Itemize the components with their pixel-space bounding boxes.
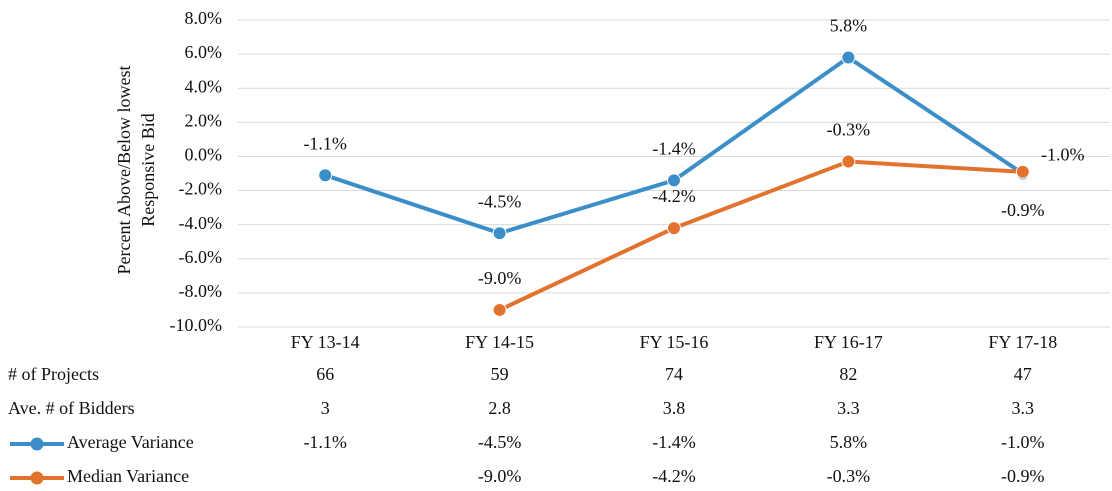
y-tick-label: 6.0% [185, 42, 223, 62]
x-tick-label: FY 17-18 [988, 332, 1057, 352]
table-cell: 59 [491, 364, 509, 384]
data-label: -1.1% [303, 133, 347, 153]
table-cell: 66 [316, 364, 334, 384]
series-line [498, 159, 1023, 312]
table-cell: -1.4% [652, 432, 696, 452]
table-cell: 3 [321, 398, 330, 418]
table-cell: -0.3% [827, 466, 871, 486]
y-tick-label: -4.0% [179, 213, 223, 233]
x-tick-label: FY 13-14 [291, 332, 360, 352]
point [841, 50, 856, 65]
y-tick-label: 2.0% [185, 110, 223, 130]
y-tick-label: -6.0% [179, 247, 223, 267]
table-cell: 74 [665, 364, 683, 384]
point [667, 221, 681, 236]
y-tick-label: -10.0% [170, 315, 223, 335]
y-tick-label: -8.0% [179, 281, 223, 301]
point [841, 154, 856, 169]
table-cell: 3.3 [1012, 398, 1035, 418]
point [1015, 164, 1030, 179]
point [318, 168, 333, 183]
table-cell: -1.0% [1001, 432, 1045, 452]
table-cell: -1.1% [303, 432, 347, 452]
table-cell: 5.8% [830, 432, 868, 452]
data-label: -1.4% [652, 138, 696, 158]
y-tick-label: 4.0% [185, 76, 223, 96]
y-tick-label: -2.0% [179, 179, 223, 199]
data-label: 5.8% [830, 16, 868, 36]
x-tick-label: FY 15-16 [640, 332, 709, 352]
x-tick-label: FY 16-17 [814, 332, 883, 352]
table-cell: -9.0% [478, 466, 522, 486]
data-label: -0.9% [1001, 200, 1045, 220]
x-tick-label: FY 14-15 [465, 332, 534, 352]
legend-label: Median Variance [67, 466, 189, 486]
data-label: -0.3% [827, 120, 871, 140]
point [667, 173, 681, 188]
legend-marker [30, 437, 44, 451]
legend-label: Average Variance [67, 432, 194, 452]
y-tick-label: 8.0% [185, 8, 223, 28]
y-tick-label: 0.0% [185, 145, 223, 165]
table-cell: 3.8 [663, 398, 686, 418]
data-label: -4.5% [478, 191, 522, 211]
data-label: -4.2% [652, 186, 696, 206]
data-label: -1.0% [1041, 145, 1085, 165]
y-axis-label: Percent Above/Below lowest [114, 66, 134, 275]
table-cell: -4.2% [652, 466, 696, 486]
table-row-label: Ave. # of Bidders [8, 398, 135, 418]
point [492, 226, 507, 241]
table-cell: -0.9% [1001, 466, 1045, 486]
point [492, 302, 507, 317]
data-label: -9.0% [478, 268, 522, 288]
table-cell: 3.3 [837, 398, 860, 418]
table-cell: 2.8 [488, 398, 511, 418]
table-cell: 82 [839, 364, 857, 384]
table-cell: -4.5% [478, 432, 522, 452]
legend-marker [30, 471, 44, 485]
table-row-label: # of Projects [8, 364, 99, 384]
y-axis-label: Responsive Bid [138, 113, 158, 227]
table-cell: 47 [1014, 364, 1032, 384]
